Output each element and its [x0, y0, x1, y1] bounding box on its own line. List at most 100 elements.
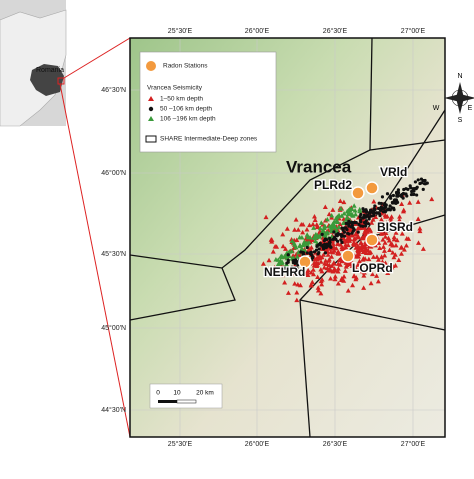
event	[383, 227, 389, 233]
event	[295, 227, 301, 232]
event	[422, 182, 427, 186]
event	[369, 209, 374, 213]
event	[384, 224, 390, 230]
event	[333, 215, 339, 221]
event	[313, 260, 319, 265]
event	[272, 265, 278, 270]
event	[330, 222, 336, 227]
event	[381, 248, 387, 253]
event	[390, 250, 396, 255]
event	[370, 217, 376, 222]
event	[343, 244, 349, 250]
event	[297, 243, 303, 249]
event	[283, 266, 287, 270]
event	[387, 262, 393, 268]
event	[340, 226, 344, 230]
event	[364, 208, 368, 212]
event	[315, 256, 321, 262]
event	[364, 224, 368, 228]
event	[319, 281, 325, 287]
event	[353, 230, 359, 235]
event	[380, 230, 386, 236]
event	[388, 241, 394, 247]
event	[293, 217, 299, 222]
event	[332, 276, 338, 282]
event	[331, 248, 337, 253]
event	[286, 271, 290, 275]
station-marker	[341, 249, 355, 263]
event	[387, 247, 393, 253]
lon-label: 26°30'E	[323, 440, 348, 448]
event	[379, 254, 385, 259]
event	[362, 243, 368, 248]
event	[292, 281, 298, 286]
event	[349, 263, 355, 268]
event	[362, 256, 368, 261]
event	[391, 234, 397, 240]
lon-label: 26°00'E	[245, 440, 270, 448]
event	[406, 187, 410, 191]
event	[294, 297, 300, 303]
legend-label: Radon Stations	[163, 63, 208, 70]
event	[335, 266, 341, 271]
event	[396, 257, 402, 263]
event	[322, 260, 328, 266]
scale-label: 20 km	[196, 390, 214, 397]
event	[422, 178, 426, 183]
event	[314, 222, 320, 227]
event	[289, 248, 295, 254]
event	[263, 214, 269, 220]
event	[383, 220, 389, 225]
event	[375, 257, 381, 262]
event	[322, 233, 328, 238]
event	[358, 265, 364, 270]
event	[344, 209, 350, 214]
event	[305, 245, 309, 250]
event	[385, 192, 390, 196]
compass-label: E	[468, 105, 473, 112]
event	[328, 236, 332, 240]
event	[312, 213, 318, 219]
event	[352, 208, 358, 213]
event	[337, 198, 343, 203]
event	[383, 260, 389, 266]
event	[396, 217, 402, 223]
event	[279, 260, 285, 266]
event	[382, 240, 388, 245]
scale-label: 10	[173, 390, 181, 397]
event	[403, 242, 409, 248]
event	[375, 278, 381, 284]
event	[352, 236, 358, 241]
event	[332, 266, 338, 271]
event	[401, 247, 407, 252]
event	[385, 235, 391, 241]
event	[355, 225, 361, 231]
event	[278, 254, 284, 259]
event	[348, 221, 353, 225]
event	[392, 262, 398, 268]
event	[311, 235, 317, 240]
event	[410, 189, 414, 194]
event	[351, 203, 357, 208]
station-label: LOPRd	[352, 261, 393, 275]
event	[294, 289, 300, 295]
event	[386, 238, 392, 243]
event	[374, 273, 380, 278]
event	[280, 231, 286, 237]
event	[294, 237, 300, 242]
event	[286, 266, 290, 270]
event	[350, 231, 354, 235]
event	[309, 237, 315, 243]
event	[399, 201, 405, 206]
event	[299, 245, 305, 251]
event	[397, 214, 403, 219]
event	[341, 211, 347, 216]
event	[330, 269, 336, 274]
event	[361, 273, 367, 278]
event	[373, 204, 377, 208]
event	[295, 270, 301, 275]
event	[337, 262, 343, 267]
event	[308, 270, 314, 275]
event	[309, 250, 313, 255]
event	[353, 275, 359, 280]
